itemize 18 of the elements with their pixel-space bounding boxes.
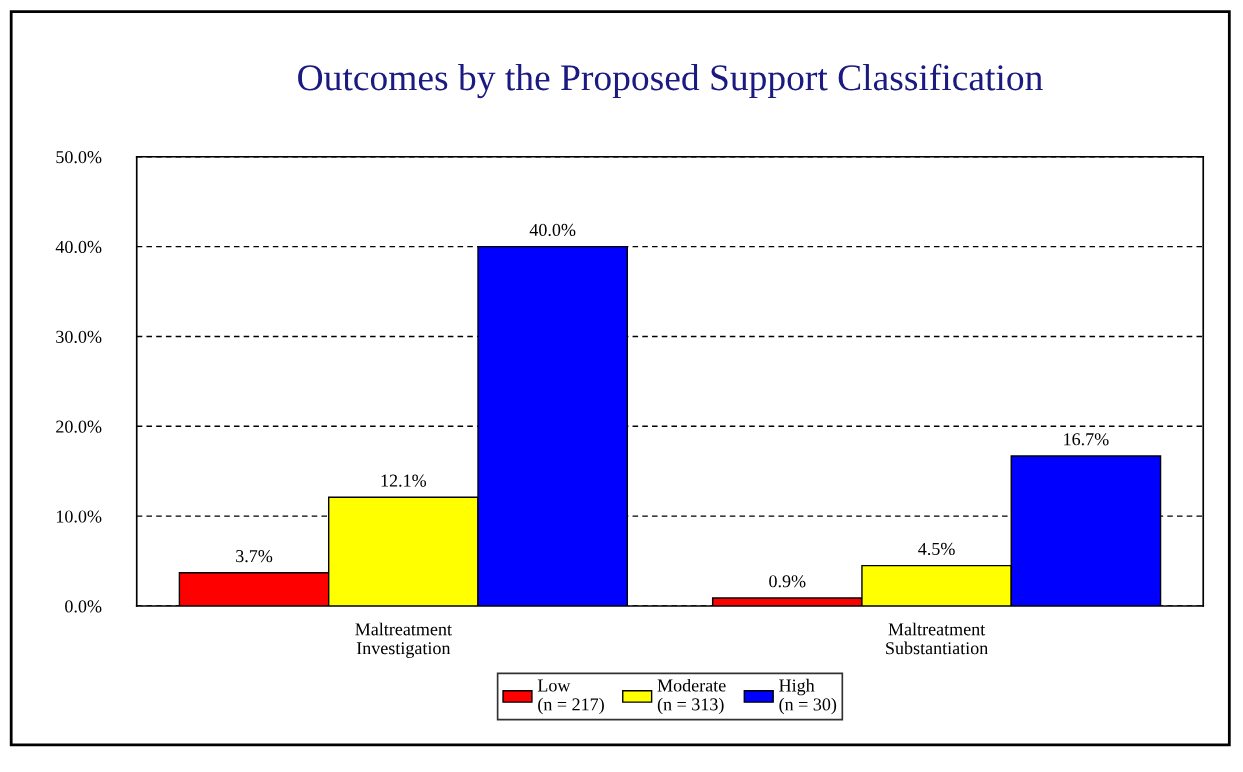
data-label: 16.7% [1064, 433, 1109, 446]
y-tick-label: 40.0% [55, 240, 102, 254]
x-tick-label: Maltreatment Investigation [355, 622, 452, 658]
legend-label: High (n = 30) [779, 678, 837, 715]
y-tick-label: 30.0% [56, 330, 102, 343]
y-tick-label: 20.0% [56, 420, 102, 433]
data-label: 0.9% [769, 575, 806, 588]
y-tick-label: 0.0% [65, 600, 102, 613]
data-label: 12.1% [381, 474, 427, 487]
data-label: 40.0% [529, 223, 576, 237]
data-label: 3.7% [236, 549, 273, 563]
x-tick-label: Maltreatment Substantiation [886, 622, 988, 655]
y-tick-label: 50.0% [56, 150, 102, 164]
legend-label: Low (n = 217) [537, 679, 604, 715]
chart-title: Outcomes by the Proposed Support Classification [298, 63, 1043, 99]
data-label: 4.5% [918, 542, 955, 556]
y-tick-label: 10.0% [56, 510, 102, 523]
legend-label: Moderate (n = 313) [657, 678, 726, 715]
